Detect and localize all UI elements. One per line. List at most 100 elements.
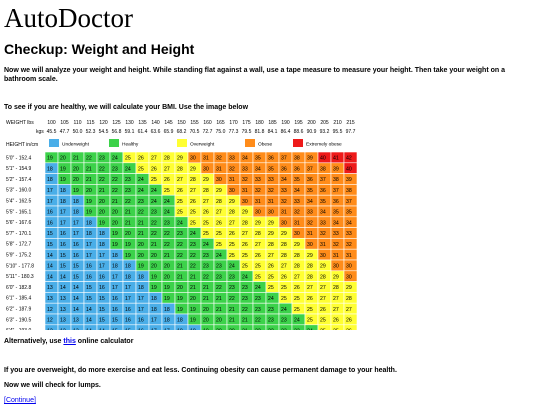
bmi-value: 16	[86, 264, 92, 270]
bmi-value: 16	[112, 296, 118, 302]
bmi-value: 25	[281, 296, 287, 302]
bmi-value: 22	[151, 220, 157, 226]
bmi-value: 25	[242, 264, 248, 270]
bmi-value: 13	[60, 296, 66, 302]
bmi-value: 29	[242, 210, 248, 216]
weight-lbs-label: 150	[177, 120, 186, 126]
bmi-value: 22	[255, 328, 261, 330]
bmi-value: 22	[164, 242, 170, 248]
bmi-value: 28	[268, 242, 274, 248]
bmi-value: 17	[86, 242, 92, 248]
bmi-value: 36	[268, 156, 274, 162]
bmi-value: 36	[307, 177, 313, 183]
bmi-cell	[330, 324, 345, 330]
weight-kgs-label: 61.4	[138, 129, 148, 135]
bmi-value: 14	[73, 296, 79, 302]
bmi-value: 24	[229, 264, 235, 270]
bmi-value: 17	[60, 210, 66, 216]
bmi-value: 32	[281, 199, 287, 205]
bmi-value: 29	[229, 199, 235, 205]
bmi-value: 19	[125, 242, 131, 248]
bmi-value: 29	[190, 166, 196, 172]
bmi-value: 16	[60, 242, 66, 248]
bmi-value: 34	[320, 210, 326, 216]
bmi-value: 19	[177, 296, 183, 302]
bmi-value: 18	[47, 177, 53, 183]
bmi-value: 34	[281, 177, 287, 183]
bmi-value: 18	[177, 318, 183, 324]
weight-lbs-label: 110	[74, 120, 82, 126]
bmi-value: 23	[203, 264, 209, 270]
bmi-value: 28	[242, 220, 248, 226]
bmi-value: 37	[281, 156, 287, 162]
bmi-value: 25	[242, 253, 248, 259]
bmi-value: 22	[177, 253, 183, 259]
bmi-value: 21	[216, 296, 222, 302]
bmi-value: 31	[294, 220, 300, 226]
bmi-value: 16	[138, 328, 144, 330]
bmi-value: 18	[86, 231, 92, 237]
bmi-value: 17	[112, 274, 118, 280]
alternative-text: Alternatively, use this online calculato…	[4, 337, 133, 346]
weight-kgs-label: 45.5	[47, 129, 57, 135]
bmi-value: 25	[307, 318, 313, 324]
bmi-cell	[278, 324, 293, 330]
bmi-value: 32	[242, 177, 248, 183]
bmi-value: 25	[229, 253, 235, 259]
lumps-text: Now we will check for lumps.	[4, 382, 101, 389]
bmi-value: 21	[138, 220, 144, 226]
bmi-value: 30	[203, 166, 209, 172]
bmi-value: 28	[281, 242, 287, 248]
page-title: Checkup: Weight and Height	[4, 41, 195, 57]
bmi-value: 26	[281, 274, 287, 280]
bmi-cell	[44, 324, 59, 330]
bmi-value: 25	[216, 242, 222, 248]
weight-lbs-label: 165	[216, 120, 225, 126]
bmi-value: 28	[294, 264, 300, 270]
bmi-value: 28	[177, 166, 183, 172]
bmi-value: 15	[73, 274, 79, 280]
bmi-value: 12	[47, 328, 53, 330]
bmi-value: 31	[255, 199, 261, 205]
legend-label: Healthy	[122, 142, 139, 148]
bmi-value: 21	[177, 264, 183, 270]
bmi-value: 24	[281, 307, 287, 313]
bmi-value: 26	[151, 166, 157, 172]
bmi-value: 21	[229, 307, 235, 313]
bmi-value: 16	[125, 318, 131, 324]
bmi-value: 19	[60, 177, 66, 183]
bmi-value: 14	[60, 274, 66, 280]
bmi-value: 20	[73, 177, 79, 183]
bmi-value: 20	[138, 242, 144, 248]
height-row-label: 6'1" - 185.4	[6, 296, 31, 302]
bmi-value: 27	[229, 220, 235, 226]
bmi-value: 23	[151, 210, 157, 216]
bmi-value: 30	[333, 264, 339, 270]
bmi-value: 14	[99, 328, 105, 330]
bmi-value: 25	[190, 220, 196, 226]
bmi-value: 32	[307, 220, 313, 226]
bmi-value: 25	[307, 307, 313, 313]
bmi-value: 28	[203, 188, 209, 194]
bmi-value: 18	[177, 328, 183, 330]
weight-kgs-label: 72.7	[203, 129, 213, 135]
bmi-value: 18	[47, 166, 53, 172]
height-row-label: 6'4" - 193.0	[6, 328, 31, 330]
bmi-value: 32	[268, 188, 274, 194]
online-calculator-link[interactable]: this	[63, 338, 76, 345]
bmi-value: 20	[164, 264, 170, 270]
bmi-value: 27	[294, 274, 300, 280]
bmi-value: 30	[307, 242, 313, 248]
height-row-label: 5'6" - 167.6	[6, 220, 31, 226]
bmi-value: 37	[333, 188, 339, 194]
continue-link[interactable]: [Continue]	[4, 397, 36, 404]
bmi-value: 14	[47, 264, 53, 270]
bmi-value: 26	[138, 156, 144, 162]
bmi-value: 22	[138, 210, 144, 216]
weight-lbs-label: 160	[203, 120, 212, 126]
bmi-value: 30	[229, 188, 235, 194]
bmi-value: 27	[346, 307, 352, 313]
bmi-value: 19	[190, 307, 196, 313]
bmi-value: 26	[216, 220, 222, 226]
